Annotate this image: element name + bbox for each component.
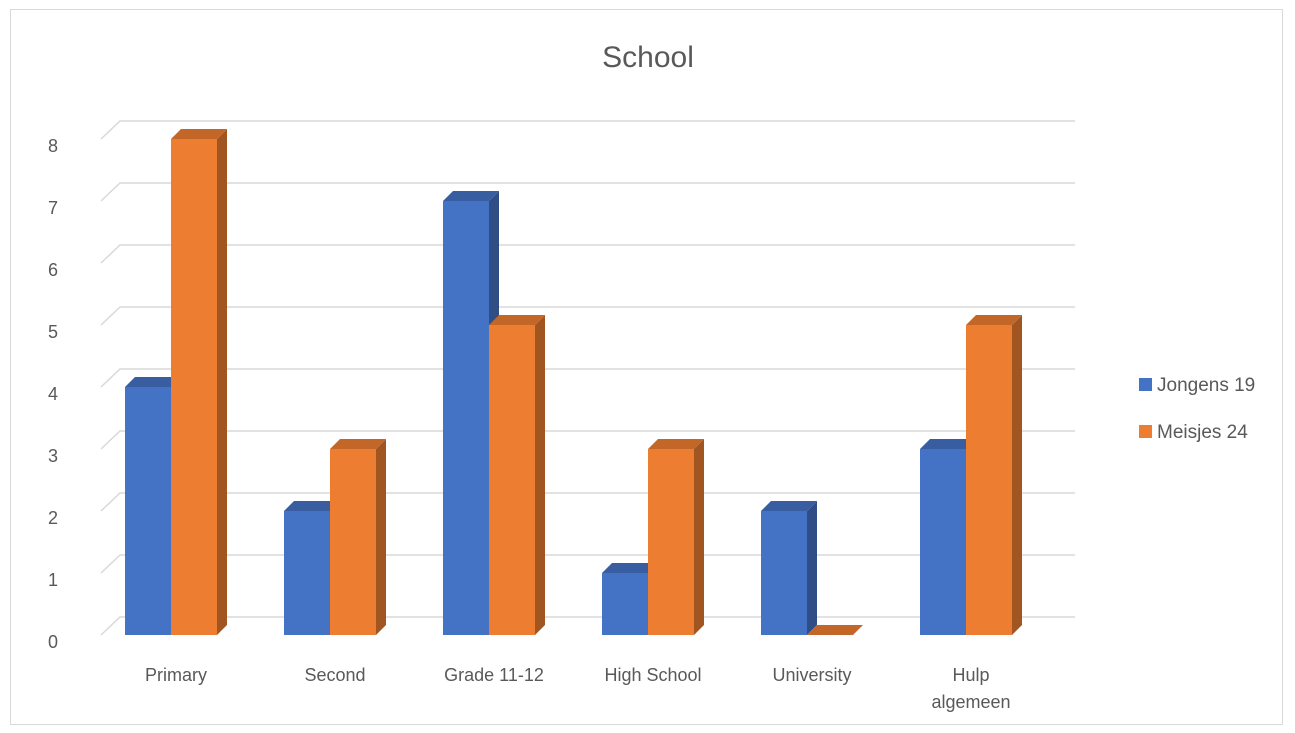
bar-top [761, 501, 817, 511]
y-tick-label-1: 1 [48, 570, 58, 590]
bar-top [648, 439, 704, 449]
bar-top [920, 439, 976, 449]
gridline-4 [100, 368, 1075, 388]
y-tick-label-6: 6 [48, 260, 58, 280]
gridline-0 [100, 616, 1075, 636]
legend-item-1: Meisjes 24 [1139, 422, 1248, 443]
bar-top [966, 315, 1022, 325]
y-tick-label-4: 4 [48, 384, 58, 404]
x-category-label-0: Primary [145, 665, 207, 685]
y-tick-label-5: 5 [48, 322, 58, 342]
legend-label: Jongens 19 [1157, 375, 1255, 396]
bar-front [489, 325, 535, 635]
bar-top [602, 563, 658, 573]
x-axis-categories: Primary Second Grade 11-12 High School Unive… [145, 665, 1011, 712]
bar-meisjes-3 [648, 439, 704, 635]
bar-meisjes-2 [489, 315, 545, 635]
y-tick-label-8: 8 [48, 136, 58, 156]
bar-top [489, 315, 545, 325]
chart-title: School [602, 41, 694, 74]
x-category-label-1: Second [304, 665, 365, 685]
bar-top [125, 377, 181, 387]
bar-side [535, 315, 545, 635]
y-tick-label-2: 2 [48, 508, 58, 528]
bar-front [284, 511, 330, 635]
bar-front [171, 139, 217, 635]
bar-front [966, 325, 1012, 635]
bar-meisjes-5 [966, 315, 1022, 635]
bar-top [330, 439, 386, 449]
gridline-3 [100, 430, 1075, 450]
x-category-label-4: University [772, 665, 851, 685]
legend-swatch [1139, 425, 1152, 438]
gridlines [100, 120, 1075, 636]
gridline-6 [100, 244, 1075, 264]
bar-side [807, 501, 817, 635]
bar-side [376, 439, 386, 635]
x-category-label-5: Hulp algemeen [931, 665, 1010, 712]
y-tick-label-0: 0 [48, 632, 58, 652]
y-axis-ticks: 0 1 2 3 4 5 6 7 8 [48, 136, 58, 652]
bar-front [602, 573, 648, 635]
bars [125, 129, 1022, 635]
legend-swatch [1139, 378, 1152, 391]
bar-top [171, 129, 227, 139]
legend: Jongens 19 Meisjes 24 [1139, 375, 1255, 443]
x-category-label-3: High School [604, 665, 701, 685]
legend-label: Meisjes 24 [1157, 422, 1248, 443]
bar-meisjes-4 [807, 625, 863, 635]
bar-meisjes-0 [171, 129, 227, 635]
gridline-2 [100, 492, 1075, 512]
bar-jongens-4 [761, 501, 817, 635]
y-tick-label-3: 3 [48, 446, 58, 466]
gridline-7 [100, 182, 1075, 202]
bar-top [284, 501, 340, 511]
gridline-1 [100, 554, 1075, 574]
bar-front [330, 449, 376, 635]
bar-front [761, 511, 807, 635]
x-category-label-2: Grade 11-12 [444, 665, 544, 685]
bar-front [920, 449, 966, 635]
bar-side [217, 129, 227, 635]
bar-top [807, 625, 863, 635]
bar-meisjes-1 [330, 439, 386, 635]
bar-front [648, 449, 694, 635]
bar-side [1012, 315, 1022, 635]
legend-item-0: Jongens 19 [1139, 375, 1255, 396]
gridline-5 [100, 306, 1075, 326]
y-tick-label-7: 7 [48, 198, 58, 218]
bar-front [443, 201, 489, 635]
bar-front [125, 387, 171, 635]
bar-top [443, 191, 499, 201]
bar-side [694, 439, 704, 635]
gridline-8 [100, 120, 1075, 140]
